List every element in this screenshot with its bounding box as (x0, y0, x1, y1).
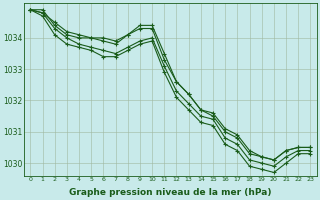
X-axis label: Graphe pression niveau de la mer (hPa): Graphe pression niveau de la mer (hPa) (69, 188, 272, 197)
